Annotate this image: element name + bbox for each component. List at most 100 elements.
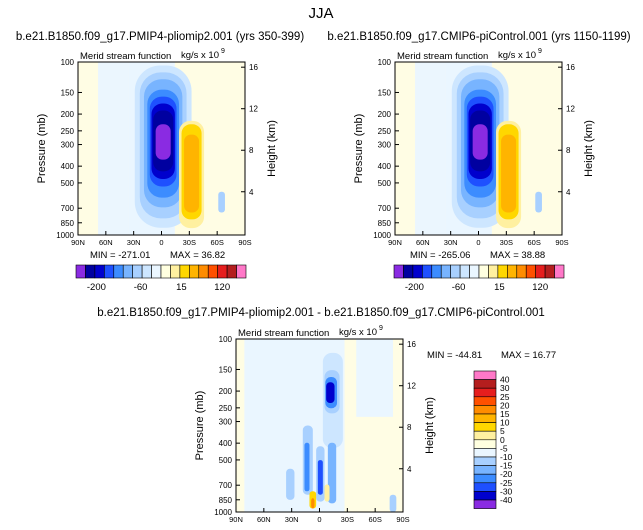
x-tick-label: 0 xyxy=(159,238,163,247)
contour-fill xyxy=(327,442,337,504)
panel-2-ylabel-right: Height (km) xyxy=(583,120,595,177)
y-tick-label: 850 xyxy=(219,496,233,505)
colorbar-swatch xyxy=(473,370,497,380)
contour-fill xyxy=(415,62,446,235)
y-tick-label: 250 xyxy=(378,127,392,136)
colorbar-swatch xyxy=(85,264,96,279)
colorbar-swatch xyxy=(160,264,171,279)
y-tick-label: 150 xyxy=(61,88,75,97)
x-tick-label: 90S xyxy=(555,238,568,247)
contour-fill xyxy=(326,382,335,404)
colorbar-label: -25 xyxy=(500,478,513,488)
colorbar-swatch xyxy=(525,264,536,279)
y-tick-label: 700 xyxy=(219,481,233,490)
y-tick-label: 400 xyxy=(378,162,392,171)
colorbar-label: 40 xyxy=(500,375,510,385)
colorbar-swatch xyxy=(535,264,546,279)
x-tick-label: 30S xyxy=(341,515,354,524)
y-tick-label: 400 xyxy=(61,162,75,171)
colorbar-swatch xyxy=(217,264,228,279)
y-tick-label: 700 xyxy=(61,204,75,213)
y-right-tick-label: 16 xyxy=(249,63,258,72)
colorbar-swatch xyxy=(488,264,499,279)
panel-3-title: b.e21.B1850.f09_g17.PMIP4-pliomip2.001 -… xyxy=(97,307,545,319)
colorbar-swatch xyxy=(189,264,200,279)
y-right-tick-label: 8 xyxy=(407,423,412,432)
panel-1-right-exp: 9 xyxy=(221,48,225,55)
y-tick-label: 1000 xyxy=(373,231,391,240)
contour-fill xyxy=(472,124,488,160)
y-tick-label: 400 xyxy=(219,439,233,448)
y-tick-label: 300 xyxy=(378,141,392,150)
contour-fill xyxy=(356,339,393,417)
colorbar-swatch xyxy=(473,465,497,475)
colorbar-swatch xyxy=(141,264,152,279)
colorbar-swatch xyxy=(473,396,497,406)
y-right-tick-label: 16 xyxy=(407,340,416,349)
y-tick-label: 200 xyxy=(219,387,233,396)
panel-3-min-label: MIN = -44.81 xyxy=(427,350,482,361)
contour-fill xyxy=(535,191,542,213)
colorbar-swatch xyxy=(179,264,190,279)
contour-fill xyxy=(286,468,295,500)
panel-2-title: b.e21.B1850.f09_g17.CMIP6-piControl.001 … xyxy=(327,31,630,43)
colorbar-swatch xyxy=(473,387,497,398)
colorbar-label: -200 xyxy=(405,282,424,293)
panel-2-left-string: Merid stream function xyxy=(397,51,488,62)
x-tick-label: 30N xyxy=(285,515,299,524)
panel-1-title: b.e21.B1850.f09_g17.PMIP4-pliomip2.001 (… xyxy=(16,31,304,43)
colorbar-swatch xyxy=(473,473,497,484)
panel-1 xyxy=(75,61,247,279)
season-title: JJA xyxy=(308,5,333,22)
x-tick-label: 90N xyxy=(71,238,85,247)
x-tick-label: 30N xyxy=(127,238,141,247)
colorbar-label: 20 xyxy=(500,400,510,410)
colorbar-swatch xyxy=(236,264,247,279)
colorbar-label: -200 xyxy=(87,282,106,293)
x-tick-label: 90S xyxy=(396,515,409,524)
panel-3-left-string: Merid stream function xyxy=(238,328,329,339)
x-tick-label: 60N xyxy=(99,238,113,247)
panel-1-left-string: Merid stream function xyxy=(80,51,171,62)
colorbar-label: 120 xyxy=(532,282,548,293)
colorbar-label: 15 xyxy=(500,409,510,419)
panel-2-max-label: MAX = 38.88 xyxy=(490,250,545,261)
panel-3-right-exp: 9 xyxy=(379,325,383,332)
colorbar-swatch xyxy=(473,430,497,441)
contour-fill xyxy=(324,484,330,502)
colorbar-swatch xyxy=(431,264,442,279)
x-tick-label: 60S xyxy=(368,515,381,524)
colorbar-swatch xyxy=(207,264,218,279)
panel-1-ylabel: Pressure (mb) xyxy=(36,114,48,184)
colorbar-label: -60 xyxy=(134,282,148,293)
colorbar-swatch xyxy=(497,264,508,279)
x-tick-label: 90N xyxy=(229,515,243,524)
x-tick-label: 30S xyxy=(500,238,513,247)
panel-1-contours xyxy=(98,62,225,235)
contour-fill xyxy=(304,442,310,492)
x-tick-label: 30S xyxy=(183,238,196,247)
colorbar-swatch xyxy=(412,264,423,279)
y-tick-label: 150 xyxy=(219,365,233,374)
y-right-tick-label: 12 xyxy=(249,105,258,114)
colorbar-swatch xyxy=(473,422,497,432)
panel-3 xyxy=(235,338,497,513)
colorbar-label: 10 xyxy=(500,418,510,428)
y-right-tick-label: 4 xyxy=(249,188,254,197)
colorbar-swatch xyxy=(403,264,414,279)
colorbar-swatch xyxy=(226,264,237,279)
colorbar-swatch xyxy=(544,264,555,279)
colorbar-swatch xyxy=(473,448,497,458)
colorbar-swatch xyxy=(170,264,181,279)
colorbar-swatch xyxy=(516,264,527,279)
y-right-tick-label: 12 xyxy=(566,105,575,114)
contour-fill xyxy=(317,460,323,495)
colorbar-swatch xyxy=(132,264,143,279)
panel-1-ylabel-right: Height (km) xyxy=(266,120,278,177)
colorbar-label: -15 xyxy=(500,461,513,471)
y-tick-label: 1000 xyxy=(214,508,232,517)
colorbar-label: 30 xyxy=(500,383,510,393)
colorbar-swatch xyxy=(151,264,162,279)
y-tick-label: 200 xyxy=(61,110,75,119)
